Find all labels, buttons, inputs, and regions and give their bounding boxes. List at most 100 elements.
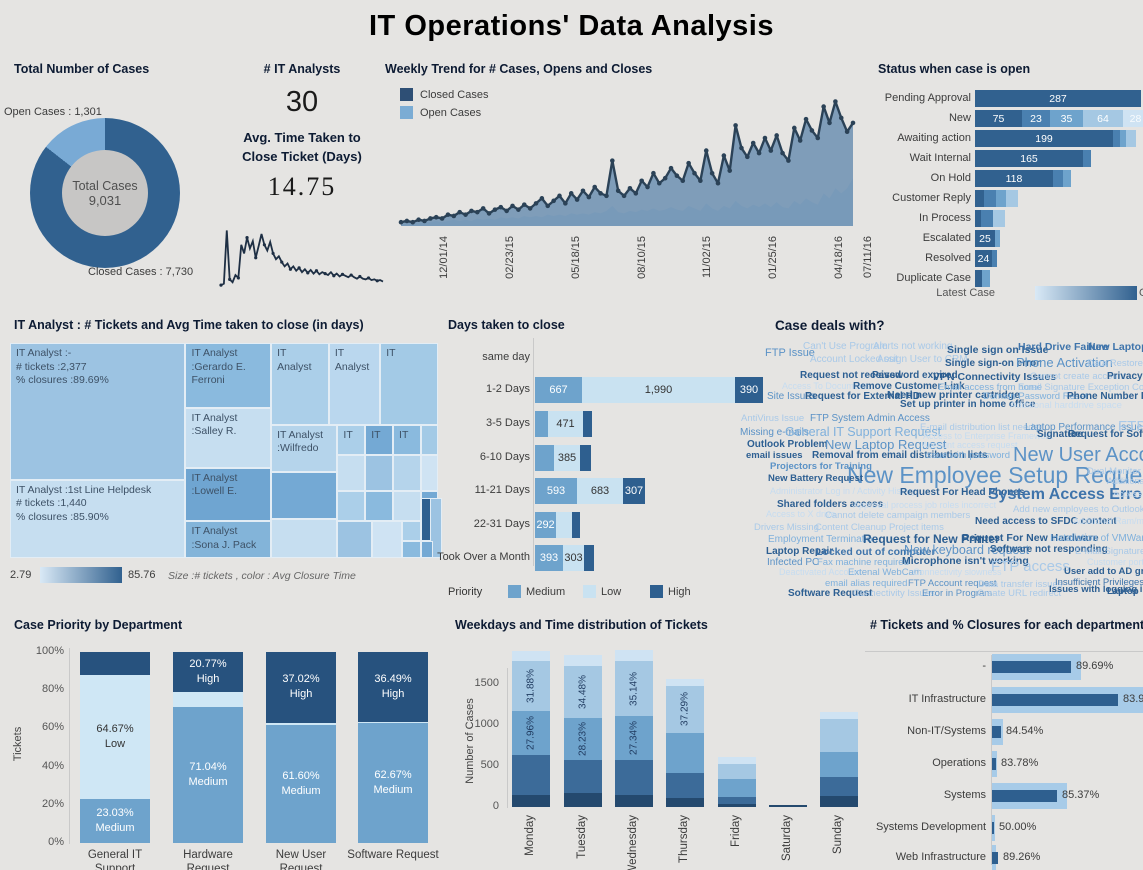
priority-bar-segment[interactable] bbox=[266, 722, 336, 726]
wordcloud-term[interactable]: Administrator Log in / Activity History bbox=[770, 486, 917, 496]
wordcloud-term[interactable]: Locked out of computer bbox=[816, 546, 936, 558]
treemap-tile[interactable]: IT Analyst:Sona J. Pack bbox=[185, 521, 272, 558]
weekday-bar-segment[interactable] bbox=[512, 755, 550, 795]
weekday-bar-segment[interactable] bbox=[769, 804, 807, 807]
treemap-tile[interactable]: IT bbox=[380, 343, 438, 425]
latest-case-gradient[interactable] bbox=[1035, 286, 1137, 300]
days-bar-segment[interactable]: 683 bbox=[577, 478, 623, 504]
wordcloud-term[interactable]: Create URL redirect bbox=[977, 588, 1062, 599]
wordcloud-term[interactable]: Laptop Performance Issues bbox=[1025, 422, 1143, 433]
priority-bar-segment[interactable] bbox=[173, 691, 243, 708]
status-bar-segment[interactable] bbox=[984, 190, 996, 207]
days-bar-segment[interactable]: 667 bbox=[535, 377, 582, 403]
status-bar-segment[interactable]: 64 bbox=[1083, 110, 1123, 127]
treemap-tile[interactable] bbox=[271, 519, 338, 558]
treemap-tile[interactable]: IT bbox=[393, 424, 421, 455]
wordcloud-term[interactable]: Assign User to CRM bbox=[877, 354, 968, 365]
wordcloud-term[interactable]: FTP Issue bbox=[765, 347, 815, 359]
status-bar-segment[interactable]: 287 bbox=[975, 90, 1141, 107]
wordcloud-term[interactable]: New keyboard request bbox=[904, 543, 1030, 557]
weekday-bar-segment[interactable] bbox=[820, 752, 858, 777]
treemap-color-legend[interactable] bbox=[40, 567, 122, 583]
wordcloud-term[interactable]: Request not received bbox=[800, 370, 902, 381]
status-bar-row[interactable]: 75 23 35 64 28 bbox=[975, 110, 1143, 127]
treemap-tile[interactable] bbox=[420, 454, 438, 492]
status-bar-row[interactable]: 24 bbox=[975, 250, 997, 267]
wordcloud-term[interactable]: Infected PC bbox=[767, 557, 820, 568]
treemap-tile[interactable] bbox=[401, 540, 421, 558]
wordcloud-term[interactable]: Extenal WebCam bbox=[848, 567, 922, 578]
status-bar-row[interactable]: 25 bbox=[975, 230, 1000, 247]
weekday-bar-segment[interactable] bbox=[820, 796, 858, 807]
status-bar-segment[interactable] bbox=[975, 210, 981, 227]
wordcloud-term[interactable]: New Employee Setup Request bbox=[847, 462, 1143, 488]
wordcloud-term[interactable]: Set up printer in home office bbox=[900, 399, 1036, 410]
wordcloud-term[interactable]: Issues with logging in bbox=[1049, 584, 1143, 595]
status-bar-row[interactable] bbox=[975, 210, 1005, 227]
weekday-bar-segment[interactable]: 27.96% bbox=[512, 710, 550, 756]
days-bar-segment[interactable]: 385 bbox=[554, 445, 580, 471]
wordcloud-term[interactable]: Signature bbox=[1037, 429, 1084, 440]
wordcloud-term[interactable]: FTP Account request bbox=[908, 578, 997, 589]
status-bar-segment[interactable] bbox=[995, 230, 1000, 247]
wordcloud-term[interactable]: email issues bbox=[746, 450, 803, 461]
days-bar-segment[interactable] bbox=[583, 411, 592, 437]
wordcloud-term[interactable]: Dual Monitor Sta bbox=[1087, 466, 1143, 477]
treemap-tile[interactable] bbox=[393, 454, 421, 492]
days-bar-row[interactable]: 471 bbox=[535, 411, 592, 437]
priority-bar-segment[interactable]: 64.67% Low bbox=[80, 675, 150, 799]
treemap-tile[interactable] bbox=[371, 521, 402, 558]
wordcloud-term[interactable]: Projectors for Training bbox=[770, 461, 872, 472]
wordcloud-term[interactable]: System Access Error bbox=[988, 486, 1143, 503]
wordcloud-term[interactable]: Drivers Missing bbox=[754, 522, 819, 533]
priority-bar-segment[interactable]: 36.49% High bbox=[358, 652, 428, 722]
treemap-tile[interactable] bbox=[365, 491, 394, 522]
wordcloud-term[interactable]: Additional harddrive space bbox=[1010, 400, 1122, 411]
wordcloud-term[interactable]: Outlook Problem bbox=[747, 439, 828, 450]
priority-bar-segment[interactable] bbox=[80, 652, 150, 676]
weekday-bar-segment[interactable] bbox=[718, 756, 756, 765]
wordcloud-term[interactable]: FTP access bbox=[991, 558, 1070, 575]
weekday-bar-segment[interactable] bbox=[718, 804, 756, 807]
priority-legend-swatch[interactable] bbox=[508, 585, 521, 598]
days-bar-row[interactable]: 385 bbox=[535, 445, 591, 471]
weekday-bar-segment[interactable] bbox=[820, 711, 858, 720]
treemap-tile[interactable]: IT Analyst:Salley R. bbox=[185, 407, 272, 468]
wordcloud-term[interactable]: Missing e-mails bbox=[740, 427, 809, 438]
status-bar-row[interactable]: 165 bbox=[975, 150, 1091, 167]
treemap-tile[interactable]: IT Analyst:Wilfredo bbox=[271, 424, 338, 472]
priority-bar-segment[interactable]: 23.03% Medium bbox=[80, 799, 150, 843]
wordcloud-term[interactable]: Alerts not working bbox=[873, 341, 953, 352]
days-bar-segment[interactable] bbox=[584, 545, 594, 571]
wordcloud-term[interactable]: FTP System Admin Access bbox=[810, 413, 930, 424]
wordcloud-term[interactable]: Remove Customer Link bbox=[853, 381, 965, 392]
status-bar-segment[interactable] bbox=[992, 250, 997, 267]
wordcloud-term[interactable]: Software Request bbox=[788, 588, 873, 599]
wordcloud-term[interactable]: Single sign-on error bbox=[945, 358, 1041, 369]
wordcloud-term[interactable]: Deactivated Account bbox=[779, 567, 862, 577]
wordcloud-term[interactable]: Access to Enterprise Framework bbox=[923, 431, 1054, 441]
treemap-tile[interactable] bbox=[337, 454, 366, 492]
wordcloud-term[interactable]: Microphone isn't working bbox=[902, 555, 1029, 567]
closures-bar-closed[interactable] bbox=[992, 661, 1071, 673]
wordcloud-term[interactable]: Request for Software bbox=[1068, 429, 1143, 440]
days-bar-row[interactable]: 593 683 307 bbox=[535, 478, 645, 504]
weekday-bar-segment[interactable] bbox=[615, 794, 653, 807]
days-bar-row[interactable]: 667 1,990 390 bbox=[535, 377, 763, 403]
weekday-bar-segment[interactable] bbox=[666, 797, 704, 807]
priority-bar-segment[interactable]: 61.60% Medium bbox=[266, 725, 336, 843]
status-bar-segment[interactable] bbox=[975, 270, 982, 287]
days-bar-segment[interactable]: 390 bbox=[735, 377, 763, 403]
closures-bar-closed[interactable] bbox=[992, 790, 1057, 802]
weekday-bar-segment[interactable]: 35.14% bbox=[615, 661, 653, 716]
status-bar-row[interactable]: 287 bbox=[975, 90, 1141, 107]
treemap-tile[interactable] bbox=[401, 521, 421, 541]
wordcloud-term[interactable]: VPN Connectivity Issues bbox=[933, 371, 1057, 383]
status-bar-segment[interactable] bbox=[1053, 170, 1063, 187]
days-bar-segment[interactable] bbox=[572, 512, 580, 538]
wordcloud-term[interactable]: Request For Head Phones bbox=[900, 487, 1025, 498]
treemap-tile[interactable]: IT Analyst:Lowell E. bbox=[185, 467, 272, 522]
wordcloud-term[interactable]: Fax machine required bbox=[817, 557, 909, 568]
closures-bar-closed[interactable] bbox=[992, 726, 1001, 738]
treemap-tile[interactable] bbox=[430, 497, 443, 558]
